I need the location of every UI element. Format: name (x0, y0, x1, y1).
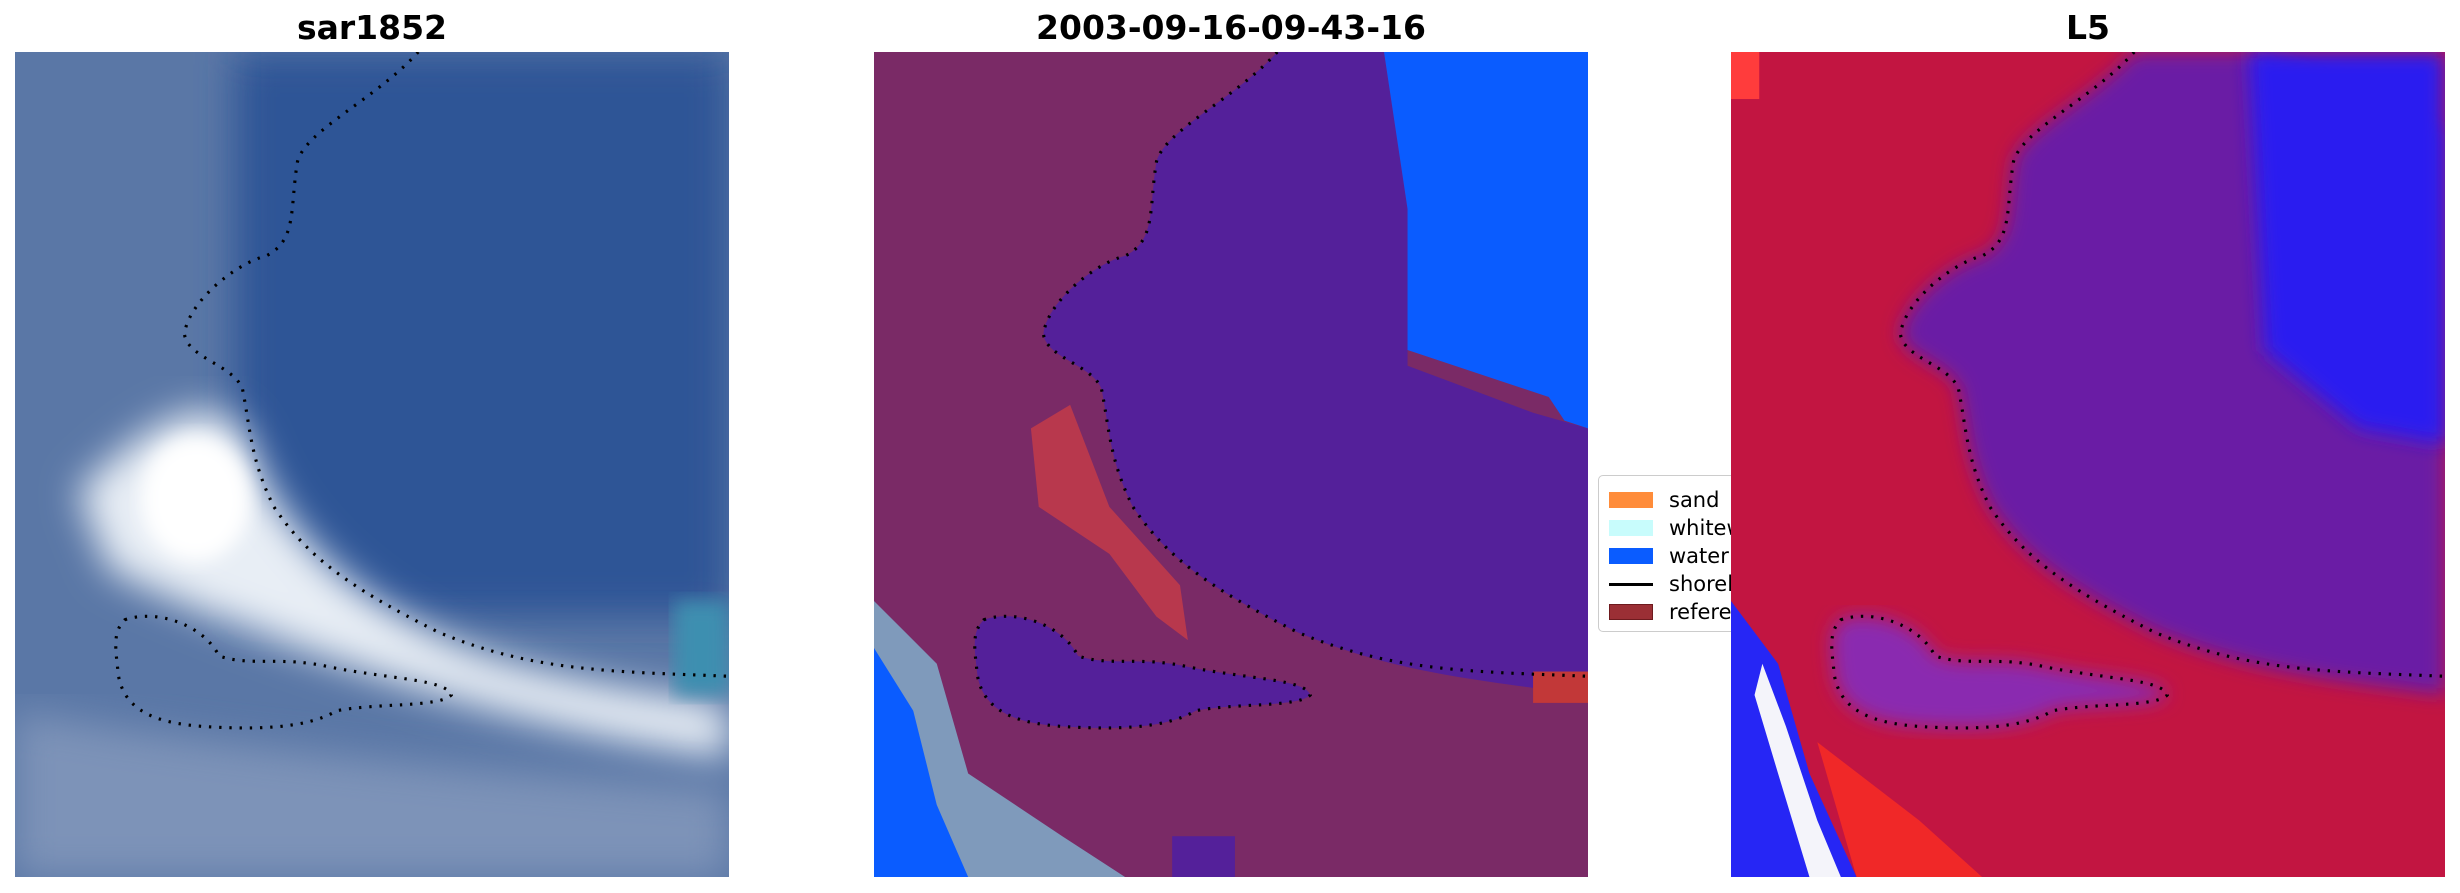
legend-label: shorel (1669, 572, 1734, 596)
panel-title-date: 2003-09-16-09-43-16 (1036, 8, 1426, 47)
shoreline-line-swatch (1609, 582, 1653, 586)
panel-title-l5: L5 (2066, 8, 2110, 47)
legend-label: water (1669, 544, 1729, 568)
whitewater-swatch (1609, 520, 1653, 536)
classification-panel (874, 52, 1588, 877)
l5-probability-panel (1731, 52, 2445, 877)
sand-swatch (1609, 492, 1653, 508)
legend-label: referer (1669, 600, 1741, 624)
panel-title-sar: sar1852 (296, 8, 448, 47)
legend-item-water: water (1609, 542, 1757, 570)
legend-item-reference: referer (1609, 598, 1757, 626)
reference-swatch (1609, 604, 1653, 620)
legend-item-sand: sand (1609, 486, 1757, 514)
sar-image-panel (15, 52, 729, 877)
water-swatch (1609, 548, 1653, 564)
legend-label: sand (1669, 488, 1720, 512)
legend-item-shoreline: shorel (1609, 570, 1757, 598)
